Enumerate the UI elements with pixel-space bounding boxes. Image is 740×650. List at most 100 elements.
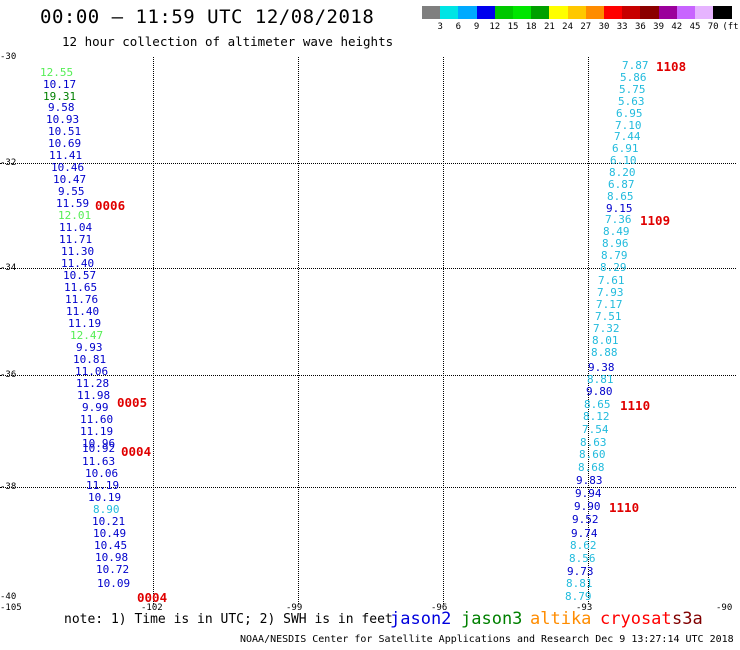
- wave-height-value: 6.10: [610, 154, 637, 167]
- longitude-label: -99: [286, 603, 303, 613]
- wave-height-value: 7.10: [615, 119, 642, 132]
- wave-height-value: 10.19: [88, 491, 122, 504]
- wave-height-value: 8.29: [600, 261, 627, 274]
- wave-height-value: 11.19: [80, 425, 114, 438]
- wave-height-value: 10.17: [43, 78, 77, 91]
- wave-height-value: 10.06: [85, 467, 119, 480]
- wave-height-value: 8.63: [580, 436, 607, 449]
- wave-height-value: 10.93: [46, 113, 80, 126]
- color-scale-label: 9: [473, 22, 480, 32]
- color-swatch: [585, 6, 605, 19]
- wave-height-value: 8.56: [569, 552, 596, 565]
- wave-height-value: 8.20: [609, 166, 636, 179]
- color-swatch: [567, 6, 587, 19]
- wave-height-value: 10.72: [96, 563, 130, 576]
- wave-height-value: 10.51: [48, 125, 82, 138]
- wave-height-value: 9.58: [48, 101, 75, 114]
- legend-altika: altika: [530, 609, 592, 629]
- longitude-label: -105: [0, 603, 22, 613]
- longitude-gridline: [588, 57, 589, 604]
- wave-height-value: 10.92: [82, 442, 116, 455]
- wave-height-value: 6.95: [616, 107, 643, 120]
- wave-height-value: 10.96: [82, 437, 116, 450]
- wave-height-value: 7.17: [596, 298, 623, 311]
- wave-height-value: 8.68: [578, 461, 605, 474]
- latitude-gridline: [0, 487, 736, 488]
- wave-height-value: 10.46: [51, 161, 85, 174]
- note-text: note: 1) Time is in UTC; 2) SWH is in fe…: [64, 612, 393, 627]
- legend-jason2: jason2: [390, 609, 452, 629]
- color-scale-label: 24: [562, 22, 574, 32]
- wave-height-value: 6.87: [608, 178, 635, 191]
- pass-time-label: 1110: [620, 398, 651, 413]
- wave-height-value: 12.47: [70, 329, 104, 342]
- wave-height-value: 7.93: [597, 286, 624, 299]
- latitude-gridline: [0, 163, 736, 164]
- latitude-label: -34: [0, 263, 17, 273]
- color-swatch: [531, 6, 550, 19]
- pass-time-label: 0004: [137, 590, 168, 605]
- wave-height-value: 11.59: [56, 197, 90, 210]
- color-scale-label: 33: [616, 22, 628, 32]
- wave-height-value: 8.79: [565, 590, 592, 603]
- wave-height-value: 12.01: [58, 209, 92, 222]
- color-swatch: [422, 6, 441, 19]
- wave-height-value: 9.99: [82, 401, 109, 414]
- legend-s3a: s3a: [672, 609, 703, 629]
- color-swatch: [494, 6, 514, 19]
- color-swatch: [476, 6, 496, 19]
- color-swatch: [676, 6, 696, 19]
- color-swatch: [604, 6, 623, 19]
- longitude-label: -90: [716, 603, 733, 613]
- wave-height-value: 9.94: [575, 487, 602, 500]
- wave-height-value: 8.88: [591, 346, 618, 359]
- wave-height-value: 7.87: [622, 59, 649, 72]
- longitude-label: -102: [141, 603, 163, 613]
- longitude-label: -93: [576, 603, 593, 613]
- map-title: 00:00 — 11:59 UTC 12/08/2018: [40, 6, 375, 28]
- wave-height-value: 7.32: [593, 322, 620, 335]
- longitude-gridline: [443, 57, 444, 604]
- wave-height-value: 11.98: [77, 389, 111, 402]
- pass-time-label: 1108: [656, 59, 687, 74]
- wave-height-value: 7.36: [605, 213, 632, 226]
- color-swatch: [513, 6, 532, 19]
- wave-height-value: 7.44: [614, 130, 641, 143]
- color-swatch: [458, 6, 478, 19]
- wave-height-value: 19.31: [43, 90, 77, 103]
- pass-time-label: 0004: [121, 444, 152, 459]
- color-scale-label: 21: [543, 22, 555, 32]
- wave-height-value: 8.62: [570, 539, 597, 552]
- wave-height-value: 11.71: [59, 233, 93, 246]
- wave-height-value: 8.49: [603, 225, 630, 238]
- map-subtitle: 12 hour collection of altimeter wave hei…: [62, 34, 394, 49]
- wave-height-value: 10.21: [92, 515, 126, 528]
- latitude-label: -40: [0, 592, 17, 602]
- wave-height-value: 9.90: [574, 500, 601, 513]
- color-swatch: [695, 6, 714, 19]
- color-scale-unit: (ft): [722, 22, 740, 32]
- wave-height-value: 10.57: [63, 269, 97, 282]
- wave-height-value: 11.28: [76, 377, 110, 390]
- pass-time-label: 0005: [117, 395, 148, 410]
- latitude-label: -30: [0, 52, 17, 62]
- wave-height-value: 9.52: [572, 513, 599, 526]
- wave-height-value: 12.55: [40, 66, 74, 79]
- color-swatch: [440, 6, 459, 19]
- wave-height-value: 9.55: [58, 185, 85, 198]
- wave-height-value: 11.41: [49, 149, 83, 162]
- longitude-label: -96: [431, 603, 448, 613]
- color-swatch: [658, 6, 678, 19]
- latitude-gridline: [0, 268, 736, 269]
- latitude-gridline: [0, 375, 736, 376]
- color-scale-label: 45: [689, 22, 701, 32]
- wave-height-value: 8.60: [579, 448, 606, 461]
- wave-height-value: 11.63: [82, 455, 116, 468]
- wave-height-value: 10.45: [94, 539, 128, 552]
- wave-height-value: 6.91: [612, 142, 639, 155]
- wave-height-value: 11.19: [86, 479, 120, 492]
- pass-time-label: 0006: [95, 198, 126, 213]
- wave-height-value: 9.93: [76, 341, 103, 354]
- wave-height-value: 11.65: [64, 281, 98, 294]
- wave-height-value: 5.63: [618, 95, 645, 108]
